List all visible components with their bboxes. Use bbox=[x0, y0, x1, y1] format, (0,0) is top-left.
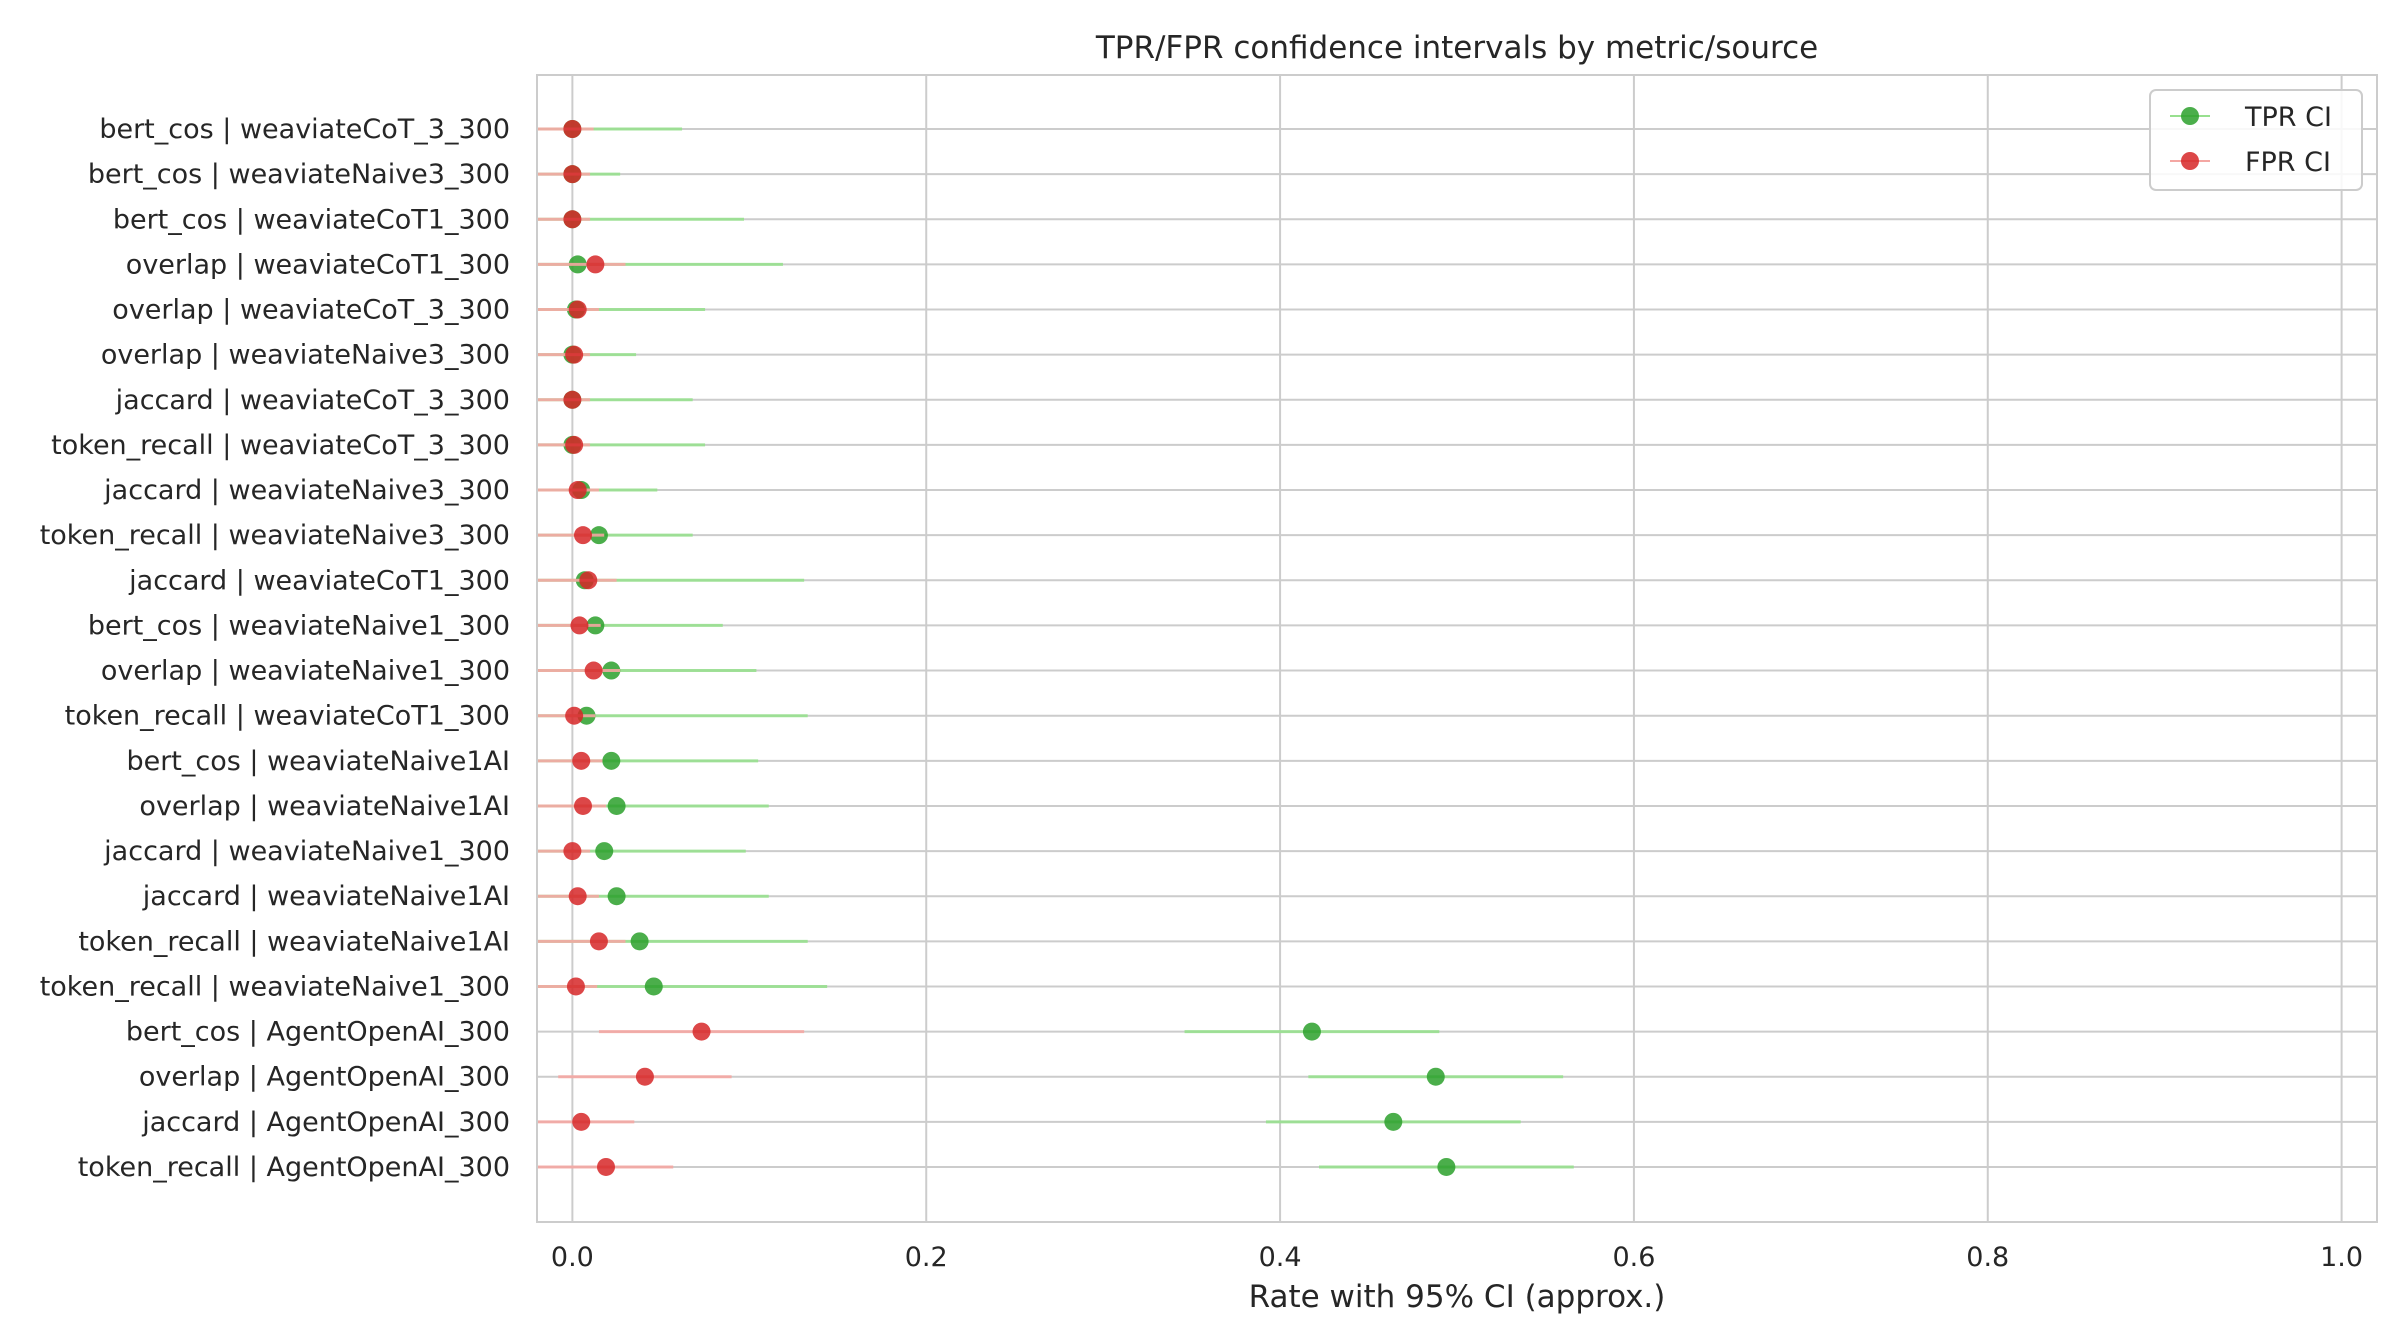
legend-item-fpr: FPR CI bbox=[2170, 147, 2331, 178]
y-tick-label: jaccard | weaviateCoT1_300 bbox=[128, 565, 510, 596]
y-tick-label: jaccard | weaviateNaive1_300 bbox=[103, 836, 510, 867]
point-marker bbox=[563, 210, 582, 229]
x-tick-label: 0.4 bbox=[1259, 1242, 1302, 1273]
y-tick-labels: bert_cos | weaviateCoT_3_300 bert_cos | w… bbox=[40, 114, 510, 1183]
y-tick-label: token_recall | weaviateCoT_3_300 bbox=[51, 430, 510, 461]
y-tick-label: overlap | weaviateCoT1_300 bbox=[126, 249, 510, 280]
point-marker bbox=[565, 706, 584, 725]
point-marker bbox=[644, 977, 663, 996]
point-marker bbox=[602, 751, 621, 770]
point-marker bbox=[568, 300, 587, 319]
legend: TPR CI FPR CI bbox=[2149, 89, 2363, 191]
chart-title: TPR/FPR confidence intervals by metric/s… bbox=[1095, 30, 1818, 66]
series-fpr bbox=[537, 120, 805, 1176]
y-tick-label: bert_cos | weaviateNaive3_300 bbox=[88, 159, 510, 190]
y-tick-label: token_recall | weaviateNaive1AI bbox=[78, 926, 510, 957]
point-marker bbox=[1437, 1157, 1456, 1176]
point-marker bbox=[570, 616, 589, 635]
point-marker bbox=[607, 796, 626, 815]
point-marker bbox=[635, 1067, 654, 1086]
y-tick-label: overlap | weaviateNaive3_300 bbox=[101, 340, 510, 371]
point-marker bbox=[563, 120, 582, 138]
point-marker bbox=[597, 1157, 615, 1176]
point-marker bbox=[565, 345, 584, 364]
point-marker bbox=[572, 751, 591, 770]
point-marker bbox=[1302, 1022, 1321, 1041]
series-layer bbox=[537, 120, 1574, 1176]
y-tick-label: jaccard | AgentOpenAI_300 bbox=[141, 1107, 510, 1138]
point-marker bbox=[1384, 1112, 1403, 1131]
x-tick-label: 0.2 bbox=[905, 1242, 948, 1273]
point-marker bbox=[586, 255, 605, 274]
point-marker bbox=[566, 977, 585, 996]
legend-fpr-marker bbox=[2181, 152, 2199, 170]
grid bbox=[537, 75, 2377, 1222]
y-tick-label: token_recall | weaviateNaive1_300 bbox=[40, 971, 510, 1002]
y-tick-label: overlap | weaviateNaive1AI bbox=[139, 791, 510, 822]
point-marker bbox=[630, 932, 649, 951]
point-marker bbox=[595, 842, 614, 861]
x-tick-label: 0.8 bbox=[1966, 1242, 2009, 1273]
x-tick-label: 0.6 bbox=[1612, 1242, 1655, 1273]
y-tick-label: overlap | AgentOpenAI_300 bbox=[139, 1062, 510, 1093]
point-marker bbox=[572, 1112, 591, 1131]
point-marker bbox=[589, 932, 608, 951]
plot-frame bbox=[536, 74, 2378, 1223]
x-tick-label: 1.0 bbox=[2320, 1242, 2363, 1273]
point-marker bbox=[579, 571, 598, 590]
point-marker bbox=[1426, 1067, 1445, 1086]
point-marker bbox=[574, 796, 592, 815]
y-tick-label: bert_cos | weaviateCoT_3_300 bbox=[99, 114, 510, 145]
y-tick-label: token_recall | weaviateCoT1_300 bbox=[65, 701, 510, 732]
x-tick-label: 0.0 bbox=[551, 1242, 594, 1273]
point-marker bbox=[584, 661, 603, 680]
point-marker bbox=[565, 435, 584, 454]
y-tick-label: token_recall | AgentOpenAI_300 bbox=[78, 1152, 510, 1183]
y-tick-label: bert_cos | weaviateNaive1AI bbox=[126, 746, 510, 777]
point-marker bbox=[563, 842, 582, 861]
y-tick-label: overlap | weaviateCoT_3_300 bbox=[112, 295, 510, 326]
legend-fpr-label: FPR CI bbox=[2245, 147, 2331, 178]
y-tick-label: bert_cos | weaviateCoT1_300 bbox=[113, 204, 510, 235]
legend-item-tpr: TPR CI bbox=[2170, 102, 2332, 133]
point-marker bbox=[607, 887, 626, 906]
y-tick-label: token_recall | weaviateNaive3_300 bbox=[40, 520, 510, 551]
point-marker bbox=[563, 390, 582, 409]
y-tick-label: bert_cos | weaviateNaive1_300 bbox=[88, 610, 510, 641]
legend-tpr-marker bbox=[2181, 107, 2199, 125]
point-marker bbox=[568, 887, 587, 906]
point-marker bbox=[692, 1022, 711, 1041]
point-marker bbox=[568, 481, 587, 500]
y-tick-label: overlap | weaviateNaive1_300 bbox=[101, 656, 510, 687]
point-marker bbox=[574, 526, 592, 545]
x-tick-labels: 0.0 0.2 0.4 0.6 0.8 1.0 bbox=[551, 1242, 2363, 1273]
x-axis-label: Rate with 95% CI (approx.) bbox=[1249, 1279, 1666, 1315]
legend-tpr-label: TPR CI bbox=[2244, 102, 2332, 133]
y-tick-label: jaccard | weaviateCoT_3_300 bbox=[115, 385, 510, 416]
point-marker bbox=[563, 165, 582, 184]
y-tick-label: jaccard | weaviateNaive3_300 bbox=[103, 475, 510, 506]
y-tick-label: jaccard | weaviateNaive1AI bbox=[142, 881, 510, 912]
y-tick-label: bert_cos | AgentOpenAI_300 bbox=[126, 1017, 510, 1048]
